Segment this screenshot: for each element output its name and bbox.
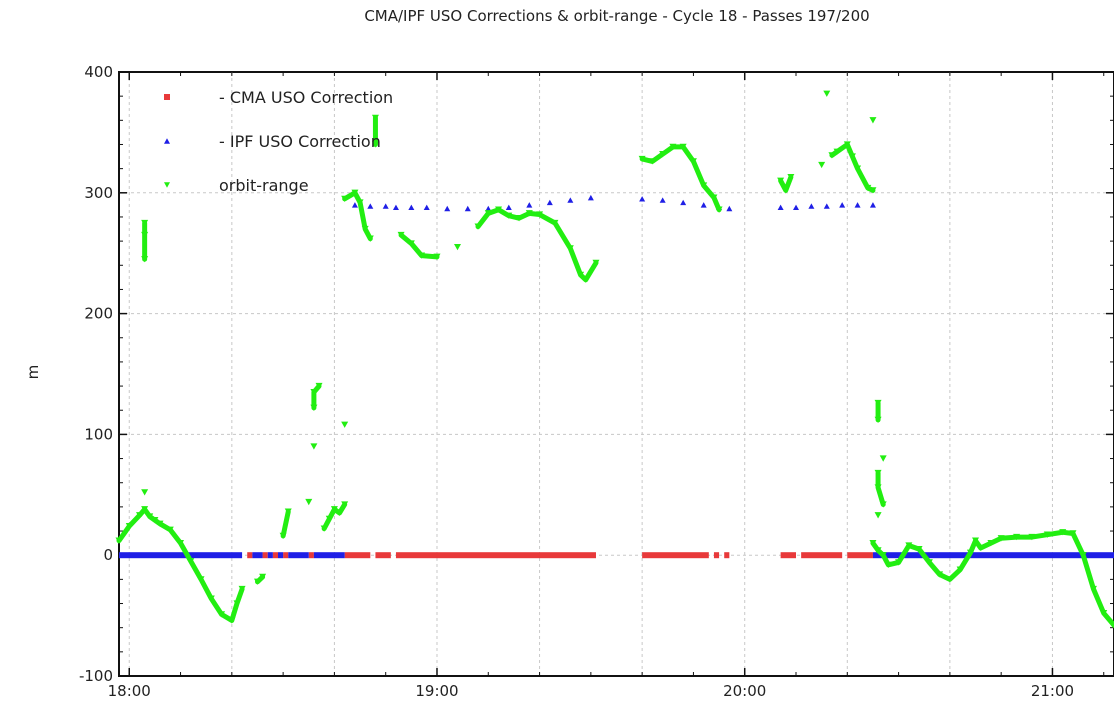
series-0-segment: [847, 552, 873, 559]
series-1-point: [793, 204, 800, 210]
series-1-point: [823, 203, 830, 209]
series-2-point: [869, 117, 877, 124]
series-2-trace: [342, 190, 373, 242]
series-2-trace: [321, 501, 348, 532]
series-1-segment: [119, 552, 243, 559]
series-2-trace: [116, 506, 245, 623]
series-1-segment: [313, 552, 345, 559]
legend-marker-2: [164, 182, 170, 188]
series-1-point: [367, 203, 374, 209]
legend-marker-1: [164, 138, 170, 144]
y-tick-label: 300: [84, 184, 113, 202]
plot-area: [118, 71, 1114, 677]
series-0-segment: [724, 552, 730, 559]
legend-label-0: - CMA USO Correction: [219, 88, 393, 107]
y-tick-label: 0: [103, 546, 113, 564]
series-2-point: [454, 244, 462, 251]
series-0-segment: [272, 552, 278, 559]
series-1-point: [546, 199, 553, 206]
legend-label-1: - IPF USO Correction: [219, 132, 381, 151]
series-0-segment: [780, 552, 797, 559]
y-tick-label: 200: [84, 305, 113, 323]
series-1-point: [505, 204, 512, 210]
x-tick-label: 19:00: [415, 682, 458, 700]
legend: - CMA USO Correction - IPF USO Correction…: [164, 88, 393, 195]
series-1-point: [700, 202, 707, 208]
series-1-point: [485, 205, 492, 212]
series-2: [115, 90, 1114, 629]
series-0-segment: [247, 552, 253, 559]
y-axis-label: m: [24, 365, 42, 380]
series-2-point: [310, 443, 318, 450]
axis-ticks: -100 0 100 200 300 400 18:00 19:00 20:00 21:00: [79, 63, 1114, 700]
series-2-trace: [778, 174, 794, 193]
series-1-point: [382, 203, 389, 209]
series-0-segment: [801, 552, 843, 559]
series-1-segment: [288, 552, 309, 559]
series-2-trace: [875, 470, 886, 507]
series-1-point: [869, 202, 876, 208]
series-0-segment: [642, 552, 709, 559]
y-tick-label: 100: [84, 425, 113, 443]
series-2-trace: [280, 509, 291, 539]
series-1-segment: [872, 552, 1114, 559]
series-1-point: [839, 202, 846, 208]
y-tick-label: -100: [79, 667, 113, 685]
series-1-point: [659, 197, 666, 203]
series-2-point: [879, 455, 887, 462]
x-tick-label: 18:00: [108, 682, 151, 700]
series-2-point: [823, 90, 831, 97]
legend-label-2: orbit-range: [219, 176, 309, 195]
series-1-segment: [267, 552, 273, 559]
series-layer: [115, 90, 1114, 629]
series-1-point: [777, 204, 784, 210]
series-2-trace: [311, 383, 322, 411]
series-2-trace: [254, 574, 266, 585]
grid-lines: [119, 72, 1114, 676]
series-1-point: [444, 205, 451, 212]
series-1-segment: [252, 552, 263, 559]
series-0-segment: [395, 552, 596, 559]
series-1-point: [567, 197, 574, 203]
series-1-point: [639, 196, 646, 202]
x-tick-label: 20:00: [723, 682, 766, 700]
series-0-segment: [308, 552, 314, 559]
series-0: [247, 552, 873, 559]
series-2-point: [141, 489, 149, 496]
series-0-segment: [344, 552, 371, 559]
y-tick-label: 400: [84, 63, 113, 81]
series-2-trace: [870, 529, 1114, 628]
series-2-point: [874, 512, 882, 519]
series-2-trace: [829, 141, 876, 193]
series-1-segment: [277, 552, 284, 559]
series-2-trace: [475, 207, 599, 283]
series-1-point: [464, 205, 471, 212]
series-1-point: [423, 204, 430, 210]
series-1-point: [526, 202, 533, 208]
chart-title: CMA/IPF USO Corrections & orbit-range - …: [364, 7, 869, 25]
series-1-point: [351, 202, 358, 208]
series-1-point: [854, 202, 861, 208]
series-1-point: [587, 194, 594, 201]
series-1-point: [680, 199, 687, 206]
series-2-point: [341, 421, 349, 428]
series-2-point: [818, 161, 826, 169]
series-1-point: [726, 205, 733, 212]
series-1-point: [408, 204, 415, 210]
series-0-segment: [283, 552, 289, 559]
series-1-point: [808, 203, 815, 209]
series-0-segment: [375, 552, 391, 559]
series-1-point: [392, 204, 399, 210]
series-2-trace: [398, 232, 440, 260]
series-2-point: [305, 498, 313, 506]
series-0-segment: [713, 552, 720, 559]
legend-marker-0: [164, 94, 170, 100]
x-tick-label: 21:00: [1031, 682, 1074, 700]
series-0-segment: [262, 552, 268, 559]
series-1: [119, 194, 1114, 559]
series-2-trace: [639, 144, 722, 213]
